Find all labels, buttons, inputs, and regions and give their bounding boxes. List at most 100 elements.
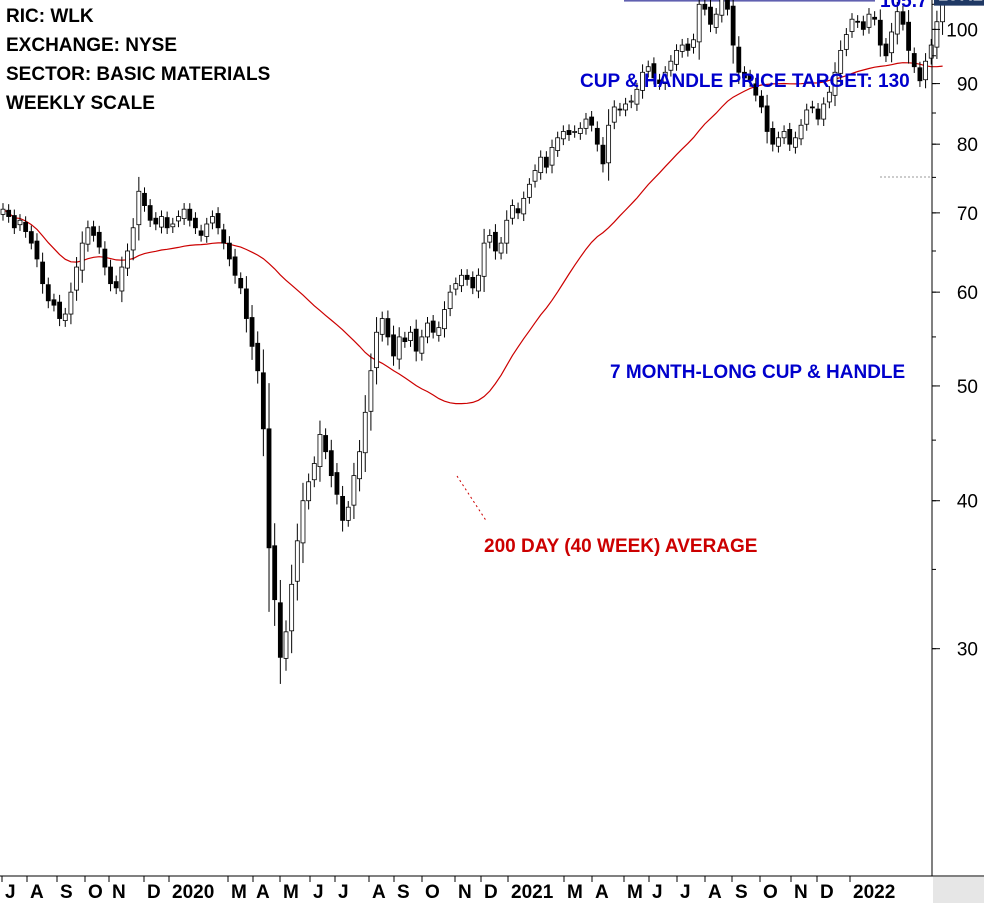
candle-body-down <box>589 116 595 126</box>
candle-body-up <box>294 540 300 582</box>
candle-body-down <box>277 602 283 658</box>
pattern-label: 7 MONTH-LONG CUP & HANDLE <box>610 362 905 383</box>
candle <box>40 252 46 294</box>
candle <box>651 57 657 85</box>
candle-body-up <box>436 327 442 336</box>
candle-body-down <box>34 240 40 260</box>
candle-body-up <box>317 434 323 468</box>
candle-body-down <box>51 299 57 306</box>
candle <box>272 523 278 626</box>
time-tick-label: J <box>338 882 349 903</box>
candle-body-up <box>306 481 312 502</box>
candle-body-up <box>838 49 844 74</box>
candle-body-down <box>28 231 34 244</box>
candle <box>572 125 578 138</box>
candle <box>345 501 351 527</box>
ric-label: RIC: WLK <box>6 6 94 27</box>
time-tick-label: O <box>88 882 103 903</box>
candle-body-down <box>685 43 691 51</box>
candle <box>130 218 136 261</box>
candle-body-down <box>45 284 51 302</box>
candle-body-up <box>826 91 832 103</box>
candle-body-down <box>11 215 17 229</box>
candle <box>606 109 612 181</box>
candle-body-down <box>249 317 255 347</box>
candle-body-down <box>515 208 521 214</box>
candle-body-up <box>130 227 136 251</box>
time-tick-label: N <box>794 882 808 903</box>
candle-body-down <box>193 217 198 229</box>
time-tick-label: S <box>60 882 73 903</box>
time-tick-label: A <box>256 882 270 903</box>
candle <box>464 269 470 286</box>
candle-body-down <box>900 11 906 25</box>
candle <box>317 420 323 482</box>
price-tick-label: 70 <box>957 204 978 225</box>
candle <box>747 69 753 87</box>
candle <box>187 203 193 227</box>
candle-body-up <box>781 131 787 139</box>
candle-body-down <box>226 242 232 260</box>
candle <box>736 36 742 85</box>
candle-body-up <box>425 322 430 338</box>
candle <box>74 257 79 301</box>
candle-body-up <box>453 283 459 290</box>
candle-body-down <box>753 83 759 96</box>
candle <box>764 94 770 144</box>
candle-body-up <box>713 13 719 28</box>
candle <box>289 564 295 654</box>
candle-body-down <box>340 495 346 521</box>
time-tick-label: N <box>458 882 472 903</box>
candle <box>634 82 640 111</box>
candle <box>934 10 940 59</box>
candle-body-up <box>498 242 504 254</box>
candle <box>894 1 900 45</box>
candle <box>889 22 895 63</box>
candle <box>872 11 878 26</box>
candle <box>79 231 85 283</box>
candle-body-down <box>266 428 272 549</box>
candle-body-up <box>843 34 849 50</box>
candle-body-up <box>119 266 125 292</box>
time-tick-label: M <box>283 882 299 903</box>
candle-body-up <box>345 506 351 521</box>
candle-body-down <box>730 5 736 46</box>
candle-body-up <box>928 44 934 59</box>
candle <box>453 277 459 296</box>
candle <box>759 90 764 114</box>
target-label: CUP & HANDLE PRICE TARGET: 130 <box>580 71 910 92</box>
candle <box>900 5 906 31</box>
candle-body-down <box>255 342 261 372</box>
candle <box>617 102 623 117</box>
candle <box>447 284 453 317</box>
candle-body-up <box>560 131 566 140</box>
time-tick-label: O <box>763 882 778 903</box>
candle <box>243 276 249 333</box>
candle-body-down <box>742 71 747 79</box>
candle-body-up <box>487 234 493 243</box>
candle-body-up <box>719 0 725 16</box>
candle-body-down <box>911 53 917 68</box>
price-tick-label: 100 <box>946 20 978 41</box>
candle-body-down <box>759 95 764 108</box>
candle-body-up <box>481 242 487 277</box>
candle <box>260 349 266 457</box>
last-price-badge <box>934 0 984 6</box>
candle-body-down <box>402 337 408 343</box>
candle-body-up <box>509 205 515 219</box>
candle <box>136 176 142 241</box>
candle-body-up <box>459 274 464 287</box>
candle-body-up <box>538 156 544 174</box>
candle-body-down <box>770 128 776 145</box>
candle-body-down <box>917 67 923 82</box>
candle <box>142 187 147 212</box>
candle <box>923 53 928 89</box>
candle <box>459 269 464 293</box>
scale-label: WEEKLY SCALE <box>6 93 155 114</box>
candle-body-down <box>736 46 742 73</box>
candle-body-up <box>940 0 945 23</box>
candle-body-down <box>883 43 889 57</box>
candle <box>674 44 679 71</box>
candle-body-up <box>125 250 130 269</box>
